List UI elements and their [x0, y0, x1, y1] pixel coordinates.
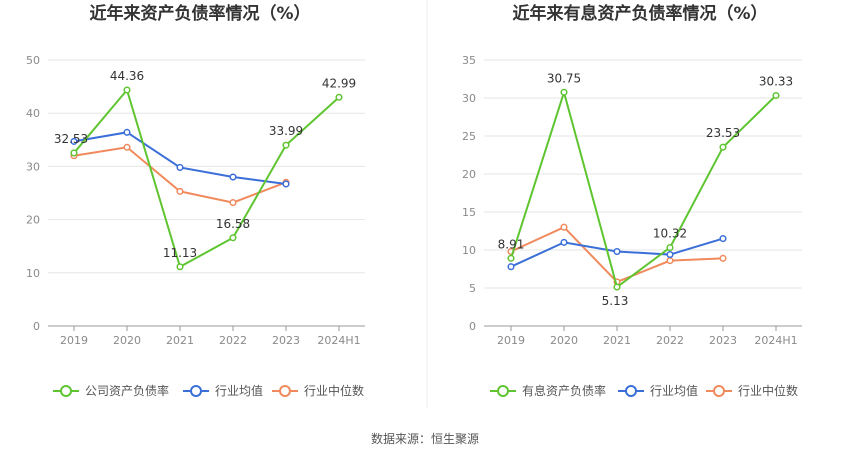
legend-item-1: 公司资产负债率 — [53, 383, 169, 398]
y-tick-label: 10 — [26, 267, 40, 280]
y-tick-label: 35 — [462, 54, 476, 67]
legend-label: 行业均值 — [215, 383, 263, 398]
y-tick-label: 5 — [469, 282, 476, 295]
data-point — [123, 86, 131, 94]
y-tick-label: 0 — [469, 320, 476, 333]
data-point — [719, 254, 727, 262]
data-point — [123, 128, 131, 136]
data-point — [507, 254, 515, 262]
data-point — [560, 238, 568, 246]
legend-marker — [60, 385, 72, 397]
data-point — [229, 173, 237, 181]
data-point — [613, 247, 621, 256]
data-point — [560, 223, 568, 231]
legend-marker — [625, 385, 637, 397]
x-tick-label: 2022 — [656, 334, 684, 347]
data-point — [176, 187, 184, 195]
data-label: 42.99 — [322, 76, 356, 90]
series-line-1 — [510, 88, 777, 289]
x-tick-label: 2019 — [60, 334, 88, 347]
y-tick-label: 50 — [26, 54, 40, 67]
chart-title: 近年来资产负债率情况（%） — [89, 3, 310, 24]
data-point — [229, 199, 237, 207]
data-point — [719, 235, 727, 243]
data-point — [772, 91, 780, 100]
x-tick-label: 2024H1 — [317, 334, 360, 347]
y-tick-label: 30 — [26, 160, 40, 173]
x-tick-label: 2024H1 — [754, 334, 797, 347]
data-point — [123, 143, 131, 151]
data-point — [560, 88, 568, 96]
series-line-1 — [73, 87, 340, 269]
legend-label: 行业均值 — [650, 383, 698, 398]
legend-item-2: 行业均值 — [183, 383, 263, 398]
data-label: 10.32 — [653, 227, 687, 241]
data-point — [666, 257, 674, 265]
y-tick-label: 30 — [462, 92, 476, 105]
data-label: 33.99 — [269, 124, 303, 138]
legend-label: 行业中位数 — [304, 383, 364, 398]
data-label: 16.58 — [216, 217, 250, 231]
x-tick-label: 2020 — [113, 334, 141, 347]
legend-label: 有息资产负债率 — [522, 383, 606, 398]
x-tick-label: 2023 — [709, 334, 737, 347]
legend-marker — [497, 385, 509, 397]
legend-item-3: 行业中位数 — [272, 383, 364, 398]
x-tick-label: 2022 — [219, 334, 247, 347]
legend-marker — [190, 385, 202, 397]
x-tick-label: 2021 — [166, 334, 194, 347]
data-point — [176, 263, 184, 271]
data-point — [507, 263, 515, 271]
chart-2: 近年来有息资产负债率情况（%） 0 5 10 15 20 25 30 35 2019 2020 202… — [462, 3, 802, 398]
x-tick-label: 2021 — [603, 334, 631, 347]
y-tick-label: 0 — [33, 320, 40, 333]
data-label: 23.53 — [706, 126, 740, 140]
legend-item-1: 有息资产负债率 — [490, 383, 606, 398]
data-label: 30.33 — [759, 74, 793, 88]
data-point — [70, 137, 78, 145]
data-point — [282, 141, 290, 149]
chart-1: 近年来资产负债率情况（%） 0 10 20 30 40 50 2019 2020 2021 2022… — [26, 3, 365, 398]
y-tick-label: 40 — [26, 107, 40, 120]
legend-label: 公司资产负债率 — [85, 383, 169, 398]
y-tick-label: 25 — [462, 130, 476, 143]
legend-marker — [713, 385, 725, 397]
data-point — [335, 93, 343, 101]
y-tick-label: 20 — [26, 214, 40, 227]
data-point — [229, 234, 237, 242]
chart-title: 近年来有息资产负债率情况（%） — [512, 3, 767, 24]
data-point — [282, 180, 290, 188]
data-source-note: 数据来源：恒生聚源 — [370, 432, 479, 446]
data-point — [176, 163, 184, 172]
data-label: 8.91 — [498, 237, 525, 251]
x-tick-label: 2023 — [272, 334, 300, 347]
legend-item-2: 行业均值 — [618, 383, 698, 398]
data-label: 44.36 — [110, 69, 144, 83]
data-point — [613, 283, 621, 291]
y-tick-label: 15 — [462, 206, 476, 219]
x-tick-label: 2019 — [497, 334, 525, 347]
data-label: 32.53 — [54, 132, 88, 146]
data-point — [666, 244, 674, 252]
legend-marker — [279, 385, 291, 397]
legend-label: 行业中位数 — [738, 383, 798, 398]
data-point — [70, 149, 78, 157]
data-label: 5.13 — [602, 294, 629, 308]
data-label: 30.75 — [547, 71, 581, 85]
y-tick-label: 10 — [462, 244, 476, 257]
data-point — [719, 143, 727, 151]
x-tick-label: 2020 — [550, 334, 578, 347]
legend-item-3: 行业中位数 — [706, 383, 798, 398]
data-point — [666, 251, 674, 259]
data-label: 11.13 — [163, 246, 197, 260]
series-line-2 — [73, 131, 287, 185]
y-tick-label: 20 — [462, 168, 476, 181]
